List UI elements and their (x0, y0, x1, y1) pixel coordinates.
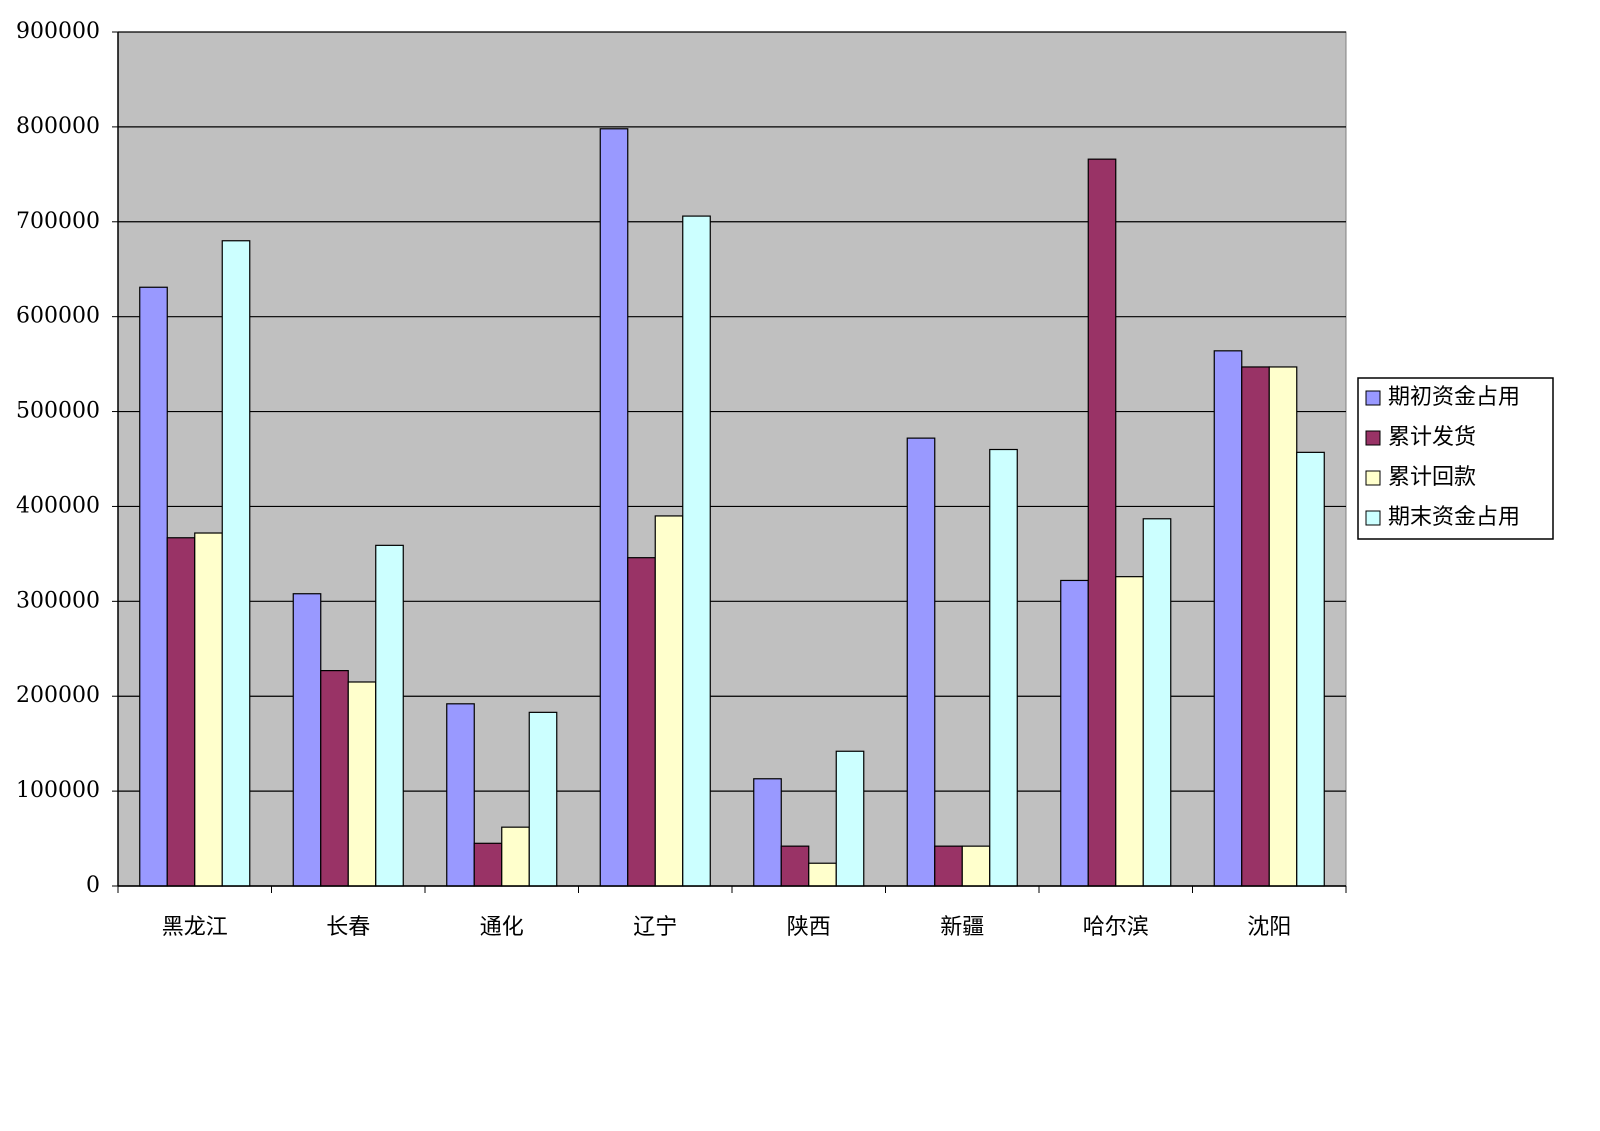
bar (194, 532, 223, 887)
bar (166, 537, 196, 887)
bar (1268, 366, 1298, 887)
y-tick-label: 700000 (16, 209, 100, 234)
bar (292, 593, 322, 887)
legend-swatch (1365, 390, 1381, 406)
bar (473, 842, 503, 887)
bar (627, 557, 656, 887)
bar (375, 544, 404, 887)
y-tick-label: 600000 (16, 304, 100, 329)
bar (528, 711, 558, 887)
bar (1213, 350, 1243, 887)
x-tick-label: 辽宁 (633, 915, 677, 940)
bar (320, 670, 349, 887)
x-tick-label: 陕西 (787, 915, 831, 940)
legend-label: 累计发货 (1388, 425, 1476, 450)
y-tick-label: 100000 (16, 778, 100, 803)
bar (1142, 518, 1172, 887)
bar (221, 240, 251, 887)
x-tick-label: 沈阳 (1247, 915, 1291, 940)
bar (446, 703, 475, 887)
bar (808, 862, 837, 887)
x-tick-label: 通化 (480, 915, 524, 940)
bar (989, 448, 1018, 887)
bar (501, 826, 530, 887)
bar (753, 778, 782, 887)
y-tick-label: 400000 (16, 493, 100, 518)
legend-label: 累计回款 (1388, 465, 1476, 490)
bar (599, 128, 629, 887)
legend-label: 期末资金占用 (1388, 505, 1520, 530)
bar (1087, 158, 1117, 887)
x-tick-label: 哈尔滨 (1083, 915, 1149, 940)
bar (934, 845, 963, 887)
x-tick-label: 长春 (326, 915, 370, 940)
y-tick-label: 500000 (16, 399, 100, 424)
legend-swatch (1365, 510, 1381, 526)
legend-swatch (1365, 470, 1381, 486)
bar (835, 750, 865, 887)
bar (1241, 366, 1270, 887)
bar (780, 845, 810, 887)
y-tick-label: 900000 (16, 19, 100, 44)
bar (347, 681, 377, 887)
bar (1115, 576, 1144, 887)
y-tick-label: 0 (86, 873, 100, 898)
y-tick-label: 200000 (16, 683, 100, 708)
bar (961, 845, 991, 887)
bar (906, 437, 936, 887)
bar (1060, 579, 1089, 887)
bar (139, 286, 168, 887)
bar (682, 215, 711, 887)
x-tick-label: 黑龙江 (162, 915, 228, 940)
legend-box (1357, 377, 1554, 540)
legend-label: 期初资金占用 (1388, 385, 1520, 410)
bar (654, 515, 684, 887)
legend-swatch (1365, 430, 1381, 446)
bar (1296, 451, 1325, 887)
y-tick-label: 800000 (16, 114, 100, 139)
x-tick-label: 新疆 (940, 915, 984, 940)
y-tick-label: 300000 (16, 588, 100, 613)
